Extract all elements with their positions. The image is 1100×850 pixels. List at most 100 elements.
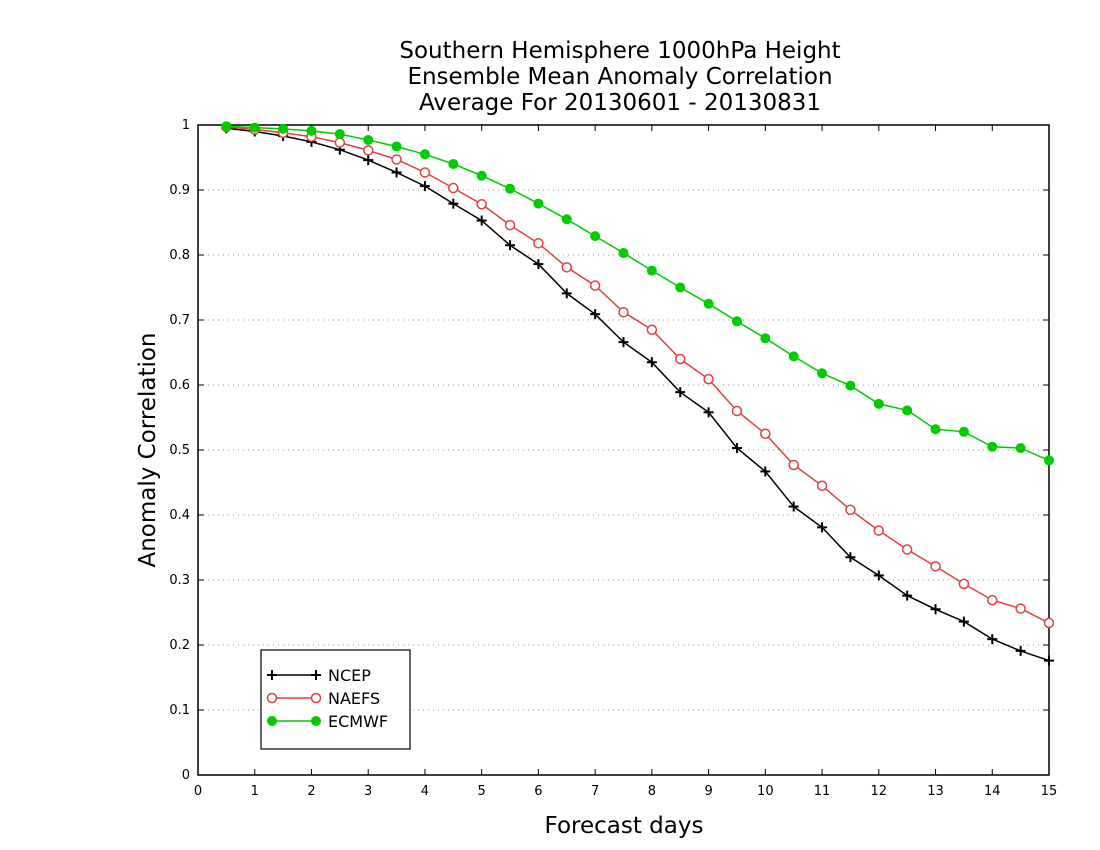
series-naefs-point bbox=[448, 182, 459, 194]
series-ecmwf-point bbox=[817, 368, 828, 379]
series-naefs-point bbox=[618, 306, 629, 318]
y-axis-title: Anomaly Correlation bbox=[135, 332, 161, 567]
series-ecmwf-point bbox=[1015, 443, 1026, 454]
y-tick-label: 0.3 bbox=[169, 573, 190, 588]
series-ecmwf-point bbox=[646, 265, 657, 276]
series-ecmwf-point bbox=[561, 214, 572, 225]
series-ncep-point bbox=[533, 259, 544, 270]
series-ecmwf-point bbox=[987, 441, 998, 452]
series-ncep-point bbox=[618, 337, 629, 348]
legend: NCEP NAEFS ECMWF bbox=[260, 649, 411, 750]
series-ncep-point bbox=[1044, 655, 1054, 666]
series-naefs-point bbox=[504, 219, 516, 231]
y-tick-label: 0.8 bbox=[169, 248, 190, 263]
legend-box bbox=[260, 649, 411, 750]
series-ecmwf-point bbox=[618, 248, 629, 259]
series-ncep-point bbox=[590, 309, 601, 320]
legend-entry-naefs: NAEFS bbox=[266, 689, 380, 708]
y-tick-label: 0.7 bbox=[169, 313, 190, 328]
series-ecmwf-point bbox=[788, 351, 799, 362]
series-naefs-point bbox=[589, 280, 601, 291]
legend-marker-naefs bbox=[266, 692, 278, 704]
legend-entry-ecmwf: ECMWF bbox=[267, 712, 388, 731]
x-tick-label: 8 bbox=[648, 784, 656, 799]
x-tick-label: 10 bbox=[757, 784, 774, 799]
series-naefs-point bbox=[873, 525, 885, 536]
x-tick-label: 5 bbox=[478, 784, 486, 799]
series-ecmwf-point bbox=[675, 282, 686, 293]
series-naefs-point bbox=[334, 137, 346, 148]
legend-entry-ncep: NCEP bbox=[267, 666, 371, 685]
series-ncep-point bbox=[419, 181, 430, 192]
series-ecmwf-point bbox=[278, 123, 289, 134]
series-ecmwf-point bbox=[930, 424, 941, 435]
series-ncep-point bbox=[448, 198, 459, 209]
series-ecmwf-point bbox=[731, 316, 742, 327]
series-ecmwf-point bbox=[391, 141, 402, 152]
series-naefs-line bbox=[226, 126, 1050, 624]
series-naefs-point bbox=[1015, 603, 1026, 614]
y-tick-label: 0 bbox=[182, 768, 190, 783]
series-ecmwf-point bbox=[760, 333, 771, 344]
series-naefs-point bbox=[760, 428, 771, 439]
x-tick-label: 2 bbox=[307, 784, 315, 799]
y-tick-label: 0.5 bbox=[169, 443, 190, 458]
x-tick-label: 7 bbox=[591, 784, 599, 799]
series-naefs-point bbox=[646, 324, 658, 335]
series-ecmwf-point bbox=[476, 170, 487, 181]
series-naefs-point bbox=[703, 373, 714, 385]
series-naefs-point bbox=[930, 561, 941, 572]
legend-label-ecmwf: ECMWF bbox=[328, 712, 388, 731]
x-tick-label: 13 bbox=[927, 784, 944, 799]
series-naefs-point bbox=[561, 262, 573, 273]
chart-title: Southern Hemisphere 1000hPa Height Ensem… bbox=[399, 38, 840, 116]
series-naefs-point bbox=[674, 353, 686, 365]
series-naefs-point bbox=[788, 459, 799, 471]
series-ecmwf-point bbox=[845, 380, 856, 391]
y-tick-label: 0.2 bbox=[169, 638, 190, 653]
series-naefs-point bbox=[362, 145, 374, 156]
series-ecmwf-point bbox=[590, 231, 601, 242]
title-line-2: Ensemble Mean Anomaly Correlation bbox=[407, 64, 832, 90]
title-line-3: Average For 20130601 - 20130831 bbox=[419, 90, 821, 116]
legend-label-ncep: NCEP bbox=[328, 666, 371, 685]
series-ecmwf bbox=[221, 121, 1054, 466]
y-tick-label: 1 bbox=[182, 118, 190, 133]
series-ecmwf-point bbox=[505, 183, 516, 194]
title-line-1: Southern Hemisphere 1000hPa Height bbox=[399, 38, 840, 64]
series-ecmwf-point bbox=[703, 298, 714, 309]
series-naefs-point bbox=[845, 504, 856, 516]
series-ecmwf-point bbox=[902, 405, 913, 416]
y-tick-label: 0.1 bbox=[169, 703, 190, 718]
series-ncep-point bbox=[505, 240, 516, 251]
series-ecmwf-point bbox=[221, 121, 232, 132]
x-tick-label: 9 bbox=[704, 784, 712, 799]
series-naefs-point bbox=[476, 199, 487, 210]
legend-marker-ncep bbox=[311, 670, 321, 680]
y-tick-label: 0.4 bbox=[169, 508, 190, 523]
series-naefs-point bbox=[391, 154, 402, 165]
series-ecmwf-point bbox=[334, 129, 345, 140]
series-ncep-point bbox=[703, 407, 714, 418]
series-naefs-point bbox=[816, 480, 828, 491]
x-tick-label: 0 bbox=[194, 784, 202, 799]
series-naefs-point bbox=[901, 544, 913, 555]
series-naefs-point bbox=[987, 594, 998, 606]
series-ecmwf-point bbox=[249, 122, 260, 133]
series-ncep-point bbox=[760, 466, 771, 477]
y-tick-label: 0.9 bbox=[169, 183, 190, 198]
series-ecmwf-point bbox=[419, 149, 430, 160]
legend-marker-ecmwf bbox=[267, 716, 277, 726]
x-tick-label: 15 bbox=[1041, 784, 1058, 799]
x-axis-title: Forecast days bbox=[545, 813, 704, 839]
series-ecmwf-point bbox=[873, 398, 884, 409]
series-ncep-point bbox=[646, 357, 657, 368]
series-ecmwf-point bbox=[363, 134, 374, 145]
series-ecmwf-point bbox=[958, 426, 969, 437]
data-series bbox=[221, 121, 1055, 666]
series-ncep-point bbox=[958, 616, 969, 627]
series-ecmwf-point bbox=[448, 159, 459, 169]
legend-marker-naefs bbox=[310, 692, 322, 704]
series-ncep-point bbox=[788, 501, 799, 512]
